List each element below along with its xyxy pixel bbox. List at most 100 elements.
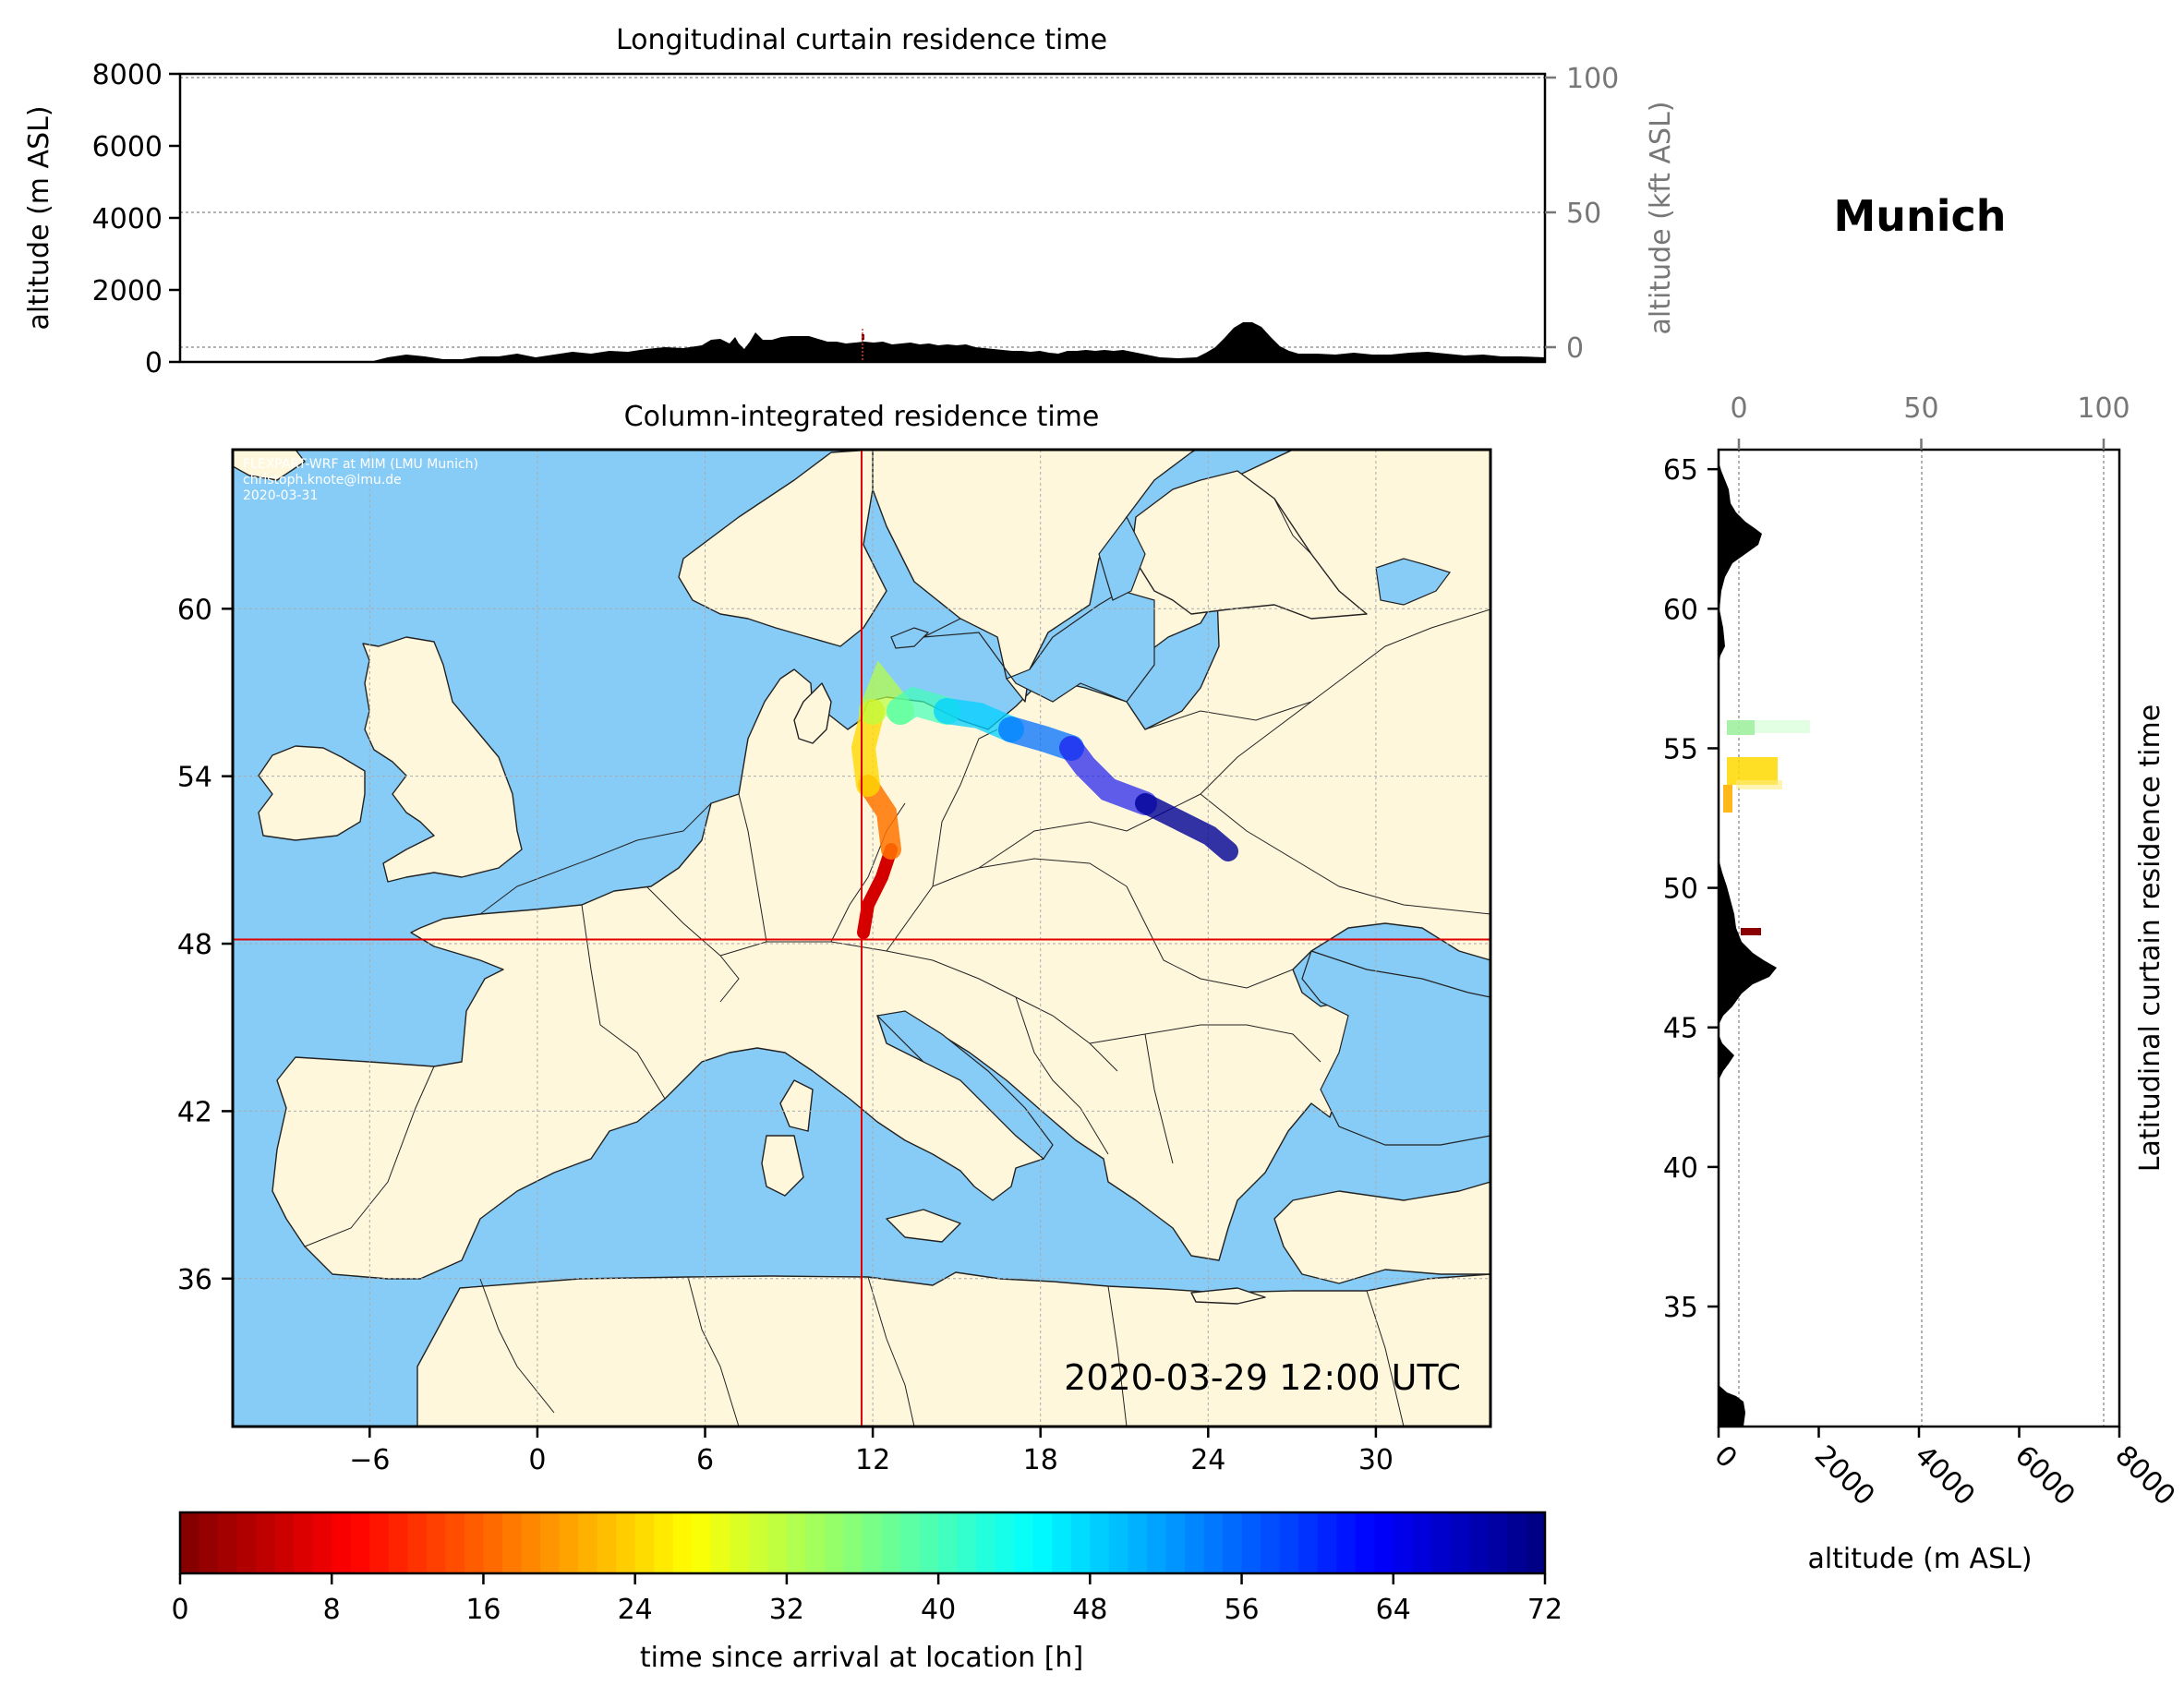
colorbar-cell — [692, 1512, 712, 1573]
lat-plume-patch-lightyellow — [1736, 780, 1782, 789]
right-altitude-tick-label: 8000 — [2108, 1439, 2181, 1512]
altitude-kft-tick-label: 0 — [1566, 332, 1584, 365]
lake-vanern — [890, 627, 930, 649]
right-lat-tick-label: 50 — [1663, 873, 1698, 906]
altitude-m-label: altitude (m ASL) — [23, 105, 55, 330]
altitude-m-tick-label: 4000 — [92, 203, 163, 235]
colorbar-cell — [805, 1512, 826, 1573]
colorbar-gradient — [180, 1512, 1546, 1573]
colorbar-label: time since arrival at location [h] — [640, 1642, 1083, 1674]
colorbar-cell — [1261, 1512, 1281, 1573]
colorbar-cell — [218, 1512, 238, 1573]
latitude-axis: 36 42 48 54 60 — [177, 594, 233, 1296]
colorbar-tick-label: 48 — [1072, 1594, 1107, 1626]
colorbar-tick-label: 40 — [921, 1594, 956, 1626]
column-integrated-map-panel: Column-integrated residence time — [177, 401, 1492, 1476]
finland — [1130, 470, 1368, 620]
lat-tick-label: 36 — [177, 1264, 212, 1296]
lon-tick-label: 18 — [1023, 1444, 1058, 1476]
colorbar-cell — [1070, 1512, 1091, 1573]
colorbar-cell — [1279, 1512, 1299, 1573]
lat-tick-label: 42 — [177, 1096, 212, 1128]
colorbar-cell — [672, 1512, 693, 1573]
colorbar-cell — [180, 1512, 200, 1573]
colorbar-cell — [1052, 1512, 1072, 1573]
colorbar-tick-label: 16 — [465, 1594, 501, 1626]
latitudinal-curtain-frame — [1717, 448, 2121, 1428]
right-lat-tick-label: 45 — [1663, 1013, 1698, 1045]
colorbar-cell — [1184, 1512, 1205, 1573]
gulf-of-bothnia — [1098, 515, 1146, 601]
right-lat-tick-label: 35 — [1663, 1292, 1698, 1324]
timestamp-label: 2020-03-29 12:00 UTC — [1064, 1357, 1461, 1398]
colorbar-tick-label: 64 — [1376, 1594, 1411, 1626]
colorbar-cell — [881, 1512, 901, 1573]
colorbar-tick-label: 8 — [323, 1594, 341, 1626]
altitude-m-tick-label: 8000 — [92, 59, 163, 91]
colorbar-cell — [332, 1512, 352, 1573]
altitude-m-axis-bottom: 0 2000 4000 6000 8000 — [1707, 1427, 2181, 1512]
colorbar-cell — [1032, 1512, 1053, 1573]
colorbar-cell — [256, 1512, 276, 1573]
colorbar-cell — [748, 1512, 768, 1573]
colorbar-frame — [178, 1511, 1547, 1575]
longitude-axis: −6 0 6 12 18 24 30 — [349, 1427, 1394, 1476]
colorbar-cell — [578, 1512, 598, 1573]
colorbar-cell — [843, 1512, 863, 1573]
adriatic-sea — [875, 1010, 1054, 1160]
altitude-kft-label: altitude (kft ASL) — [1645, 101, 1677, 334]
colorbar-cell — [521, 1512, 541, 1573]
colorbar-cell — [350, 1512, 370, 1573]
right-kft-tick-label: 50 — [1903, 392, 1938, 425]
right-altitude-tick-label: 6000 — [2009, 1439, 2081, 1512]
colorbar-cell — [767, 1512, 788, 1573]
baltic-sea — [923, 590, 1155, 703]
right-altitude-m-label: altitude (m ASL) — [1807, 1543, 2032, 1575]
colorbar-cell — [730, 1512, 750, 1573]
colorbar-axis: 0 8 16 24 32 40 48 56 64 72 — [171, 1573, 1563, 1626]
colorbar-cell — [654, 1512, 674, 1573]
continental-europe — [416, 1271, 1490, 1427]
lon-tick-label: 0 — [528, 1444, 546, 1476]
location-title: Munich — [1833, 191, 2006, 241]
ireland — [258, 745, 366, 841]
latitudinal-terrain — [1719, 450, 1777, 1427]
lake-ladoga — [1375, 558, 1451, 606]
colorbar-cell — [1108, 1512, 1128, 1573]
colorbar-cell — [1374, 1512, 1394, 1573]
altitude-m-tick-label: 2000 — [92, 275, 163, 307]
altitude-kft-tick-label: 100 — [1566, 63, 1619, 95]
longitudinal-terrain — [180, 322, 1545, 362]
colorbar-cell — [976, 1512, 996, 1573]
lon-tick-label: 12 — [855, 1444, 890, 1476]
longitudinal-curtain-panel: Longitudinal curtain residence time 0 200… — [23, 24, 1677, 379]
colorbar-cell — [1393, 1512, 1413, 1573]
colorbar-cell — [1241, 1512, 1261, 1573]
colorbar-cell — [1430, 1512, 1451, 1573]
colorbar-cell — [1128, 1512, 1148, 1573]
colorbar-cell — [1412, 1512, 1432, 1573]
colorbar-cell — [957, 1512, 977, 1573]
lat-plume-patch-red — [1741, 928, 1761, 935]
colorbar-cell — [863, 1512, 883, 1573]
land-masses — [233, 450, 1490, 1427]
colorbar-cell — [199, 1512, 219, 1573]
colorbar-cell — [1355, 1512, 1375, 1573]
colorbar-tick-label: 32 — [769, 1594, 804, 1626]
right-altitude-tick-label: 4000 — [1908, 1439, 1981, 1512]
colorbar-tick-label: 24 — [618, 1594, 653, 1626]
lon-tick-label: −6 — [349, 1444, 390, 1476]
colorbar-cell — [597, 1512, 617, 1573]
colorbar-cell — [559, 1512, 579, 1573]
colorbar-cell — [995, 1512, 1015, 1573]
plume-segment-72h — [1135, 793, 1238, 861]
colorbar-cell — [1526, 1512, 1546, 1573]
map-frame — [231, 448, 1492, 1428]
lat-tick-label: 60 — [177, 594, 212, 626]
colorbar-cell — [312, 1512, 332, 1573]
country-borders — [304, 498, 1490, 1427]
lon-tick-label: 30 — [1358, 1444, 1394, 1476]
right-kft-tick-label: 0 — [1730, 392, 1747, 425]
latitudinal-curtain-title: Latitudinal curtain residence time — [2134, 704, 2166, 1172]
